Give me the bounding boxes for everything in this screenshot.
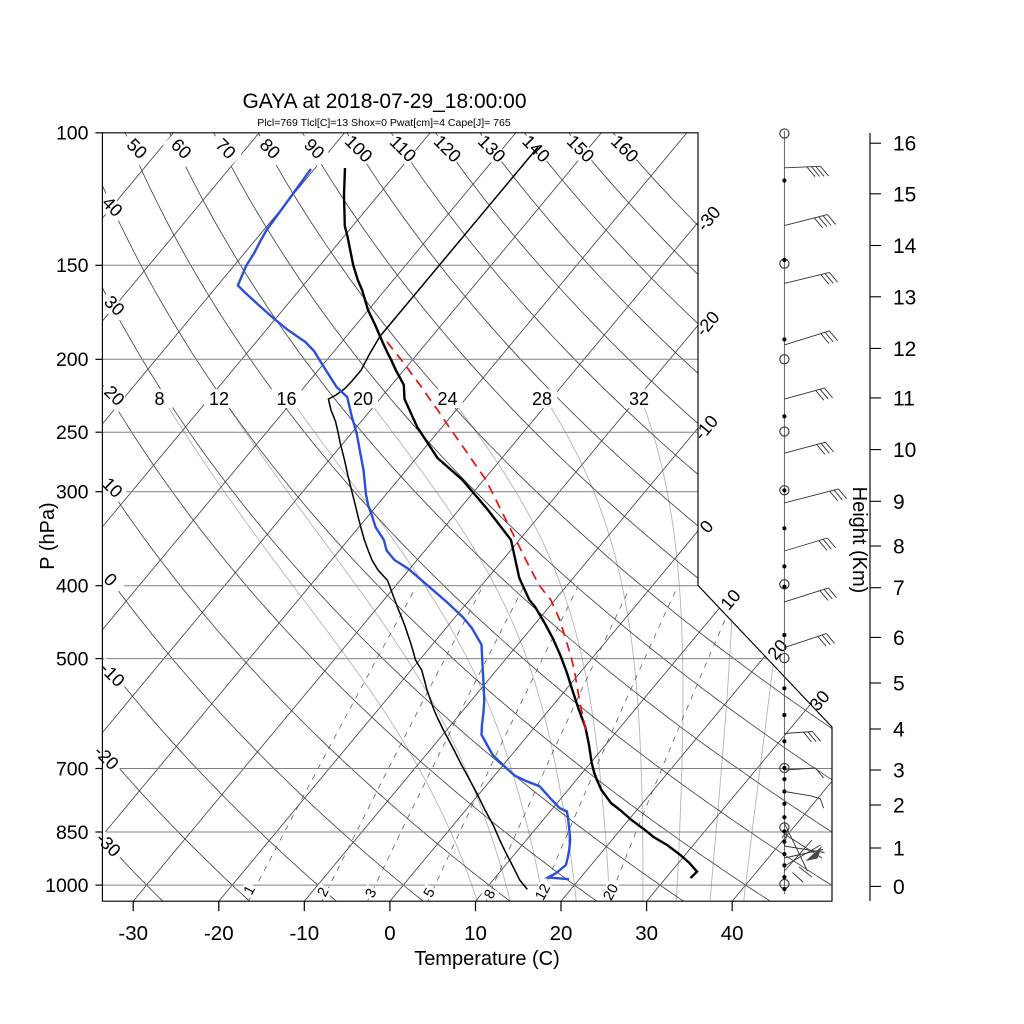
svg-text:6: 6 <box>893 627 905 650</box>
svg-text:16: 16 <box>893 133 916 156</box>
svg-text:500: 500 <box>56 648 89 670</box>
svg-text:20: 20 <box>353 389 373 409</box>
svg-text:0: 0 <box>384 922 395 945</box>
svg-text:5: 5 <box>893 673 905 696</box>
svg-text:30: 30 <box>635 922 658 945</box>
svg-text:Temperature (C): Temperature (C) <box>414 948 560 970</box>
svg-text:2: 2 <box>893 795 905 818</box>
svg-text:4: 4 <box>893 719 905 742</box>
svg-text:9: 9 <box>893 491 905 514</box>
svg-text:-30: -30 <box>118 922 148 945</box>
svg-text:10: 10 <box>464 922 487 945</box>
svg-text:400: 400 <box>56 576 89 598</box>
svg-text:16: 16 <box>276 389 296 409</box>
svg-text:20: 20 <box>601 882 623 904</box>
svg-text:20: 20 <box>550 922 573 945</box>
svg-text:10: 10 <box>893 439 916 462</box>
svg-text:3: 3 <box>893 760 905 783</box>
svg-text:12: 12 <box>533 882 555 904</box>
svg-text:-20: -20 <box>204 922 234 945</box>
svg-text:28: 28 <box>532 389 552 409</box>
svg-text:13: 13 <box>893 286 916 309</box>
svg-text:0: 0 <box>893 876 905 899</box>
svg-text:8: 8 <box>154 389 164 409</box>
svg-text:8: 8 <box>893 536 905 559</box>
svg-text:700: 700 <box>56 758 89 780</box>
svg-text:40: 40 <box>721 922 744 945</box>
svg-text:15: 15 <box>893 183 916 206</box>
svg-text:-10: -10 <box>289 922 319 945</box>
svg-text:Plcl=769 Tlcl[C]=13 Shox=0 Pwa: Plcl=769 Tlcl[C]=13 Shox=0 Pwat[cm]=4 Ca… <box>257 117 511 129</box>
svg-text:11: 11 <box>893 387 915 410</box>
svg-text:12: 12 <box>209 389 229 409</box>
svg-text:1: 1 <box>893 838 905 861</box>
svg-text:12: 12 <box>893 338 916 361</box>
svg-text:1000: 1000 <box>45 875 89 897</box>
svg-text:7: 7 <box>893 577 905 600</box>
svg-text:Height (Km): Height (Km) <box>848 487 870 594</box>
svg-text:GAYA at 2018-07-29_18:00:00: GAYA at 2018-07-29_18:00:00 <box>242 90 526 113</box>
svg-text:32: 32 <box>629 389 649 409</box>
svg-text:850: 850 <box>56 822 89 844</box>
svg-text:24: 24 <box>437 389 457 409</box>
svg-text:200: 200 <box>56 349 89 371</box>
svg-text:150: 150 <box>56 255 89 277</box>
svg-text:100: 100 <box>56 123 89 145</box>
svg-text:300: 300 <box>56 482 89 504</box>
svg-text:250: 250 <box>56 422 89 444</box>
svg-text:P (hPa): P (hPa) <box>37 502 59 569</box>
svg-text:14: 14 <box>893 235 917 258</box>
